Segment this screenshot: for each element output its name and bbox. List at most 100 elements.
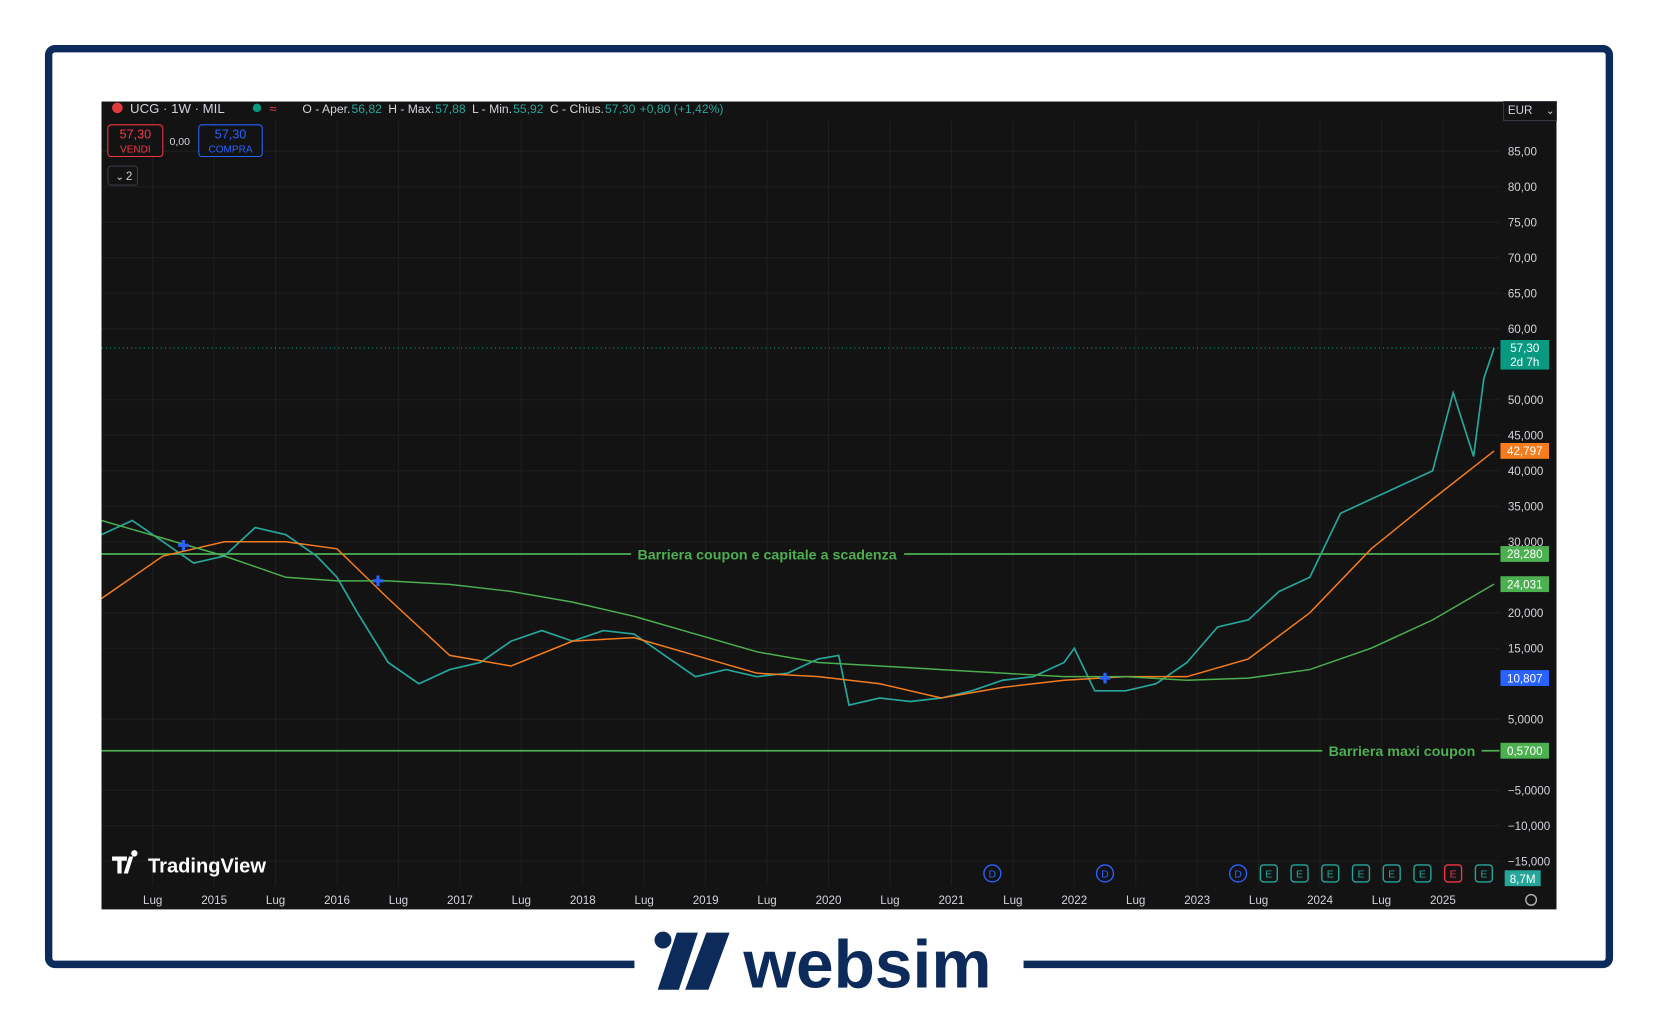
y-tick-label: 20,000: [1508, 607, 1544, 620]
cross-marker: [372, 575, 384, 587]
event-label: E: [1419, 869, 1426, 881]
event-label: E: [1480, 869, 1487, 881]
brand-dot: [654, 931, 672, 949]
buy-label[interactable]: COMPRA: [208, 144, 252, 155]
currency-caret[interactable]: ⌄: [1546, 105, 1555, 117]
x-tick-label: 2024: [1307, 894, 1333, 907]
price-line: [101, 519, 1495, 682]
y-tick-label: 40,000: [1508, 465, 1544, 478]
y-tick-label: 15,000: [1508, 643, 1544, 656]
event-badge: [1290, 864, 1309, 883]
cross-marker: [1099, 672, 1111, 684]
y-tick-label: −5,0000: [1508, 785, 1551, 798]
y-tick-label: 5,0000: [1508, 714, 1544, 727]
price-tag: [1500, 546, 1550, 562]
volume-tag: [1504, 870, 1541, 887]
x-tick-label: 2017: [447, 894, 473, 907]
price-tag-label: 28,280: [1507, 548, 1543, 561]
event-badge: [1382, 864, 1401, 883]
brand-mark: [657, 932, 730, 990]
y-tick-label: 60,00: [1508, 323, 1538, 336]
y-tick-label: 80,00: [1508, 181, 1538, 194]
logo-text: TradingView: [148, 855, 266, 877]
x-tick-label: 2018: [570, 894, 596, 907]
event-label: E: [1296, 869, 1303, 881]
x-tick-label: 2019: [693, 894, 719, 907]
event-badge: [1321, 864, 1340, 883]
indicators-count[interactable]: 2: [126, 170, 132, 183]
sell-button[interactable]: [107, 124, 164, 158]
x-tick-label: Lug: [1372, 894, 1391, 907]
price-tag: [1500, 670, 1550, 686]
price-tag: [1500, 339, 1550, 370]
ohlc: O - Aper.56,82 H - Max.57,88 L - Min.55,92…: [302, 102, 723, 116]
x-tick-label: Lug: [1126, 894, 1145, 907]
price-tag: [1500, 442, 1550, 459]
y-tick-label: 30,000: [1508, 536, 1544, 549]
event-label: E: [1450, 869, 1457, 881]
brand-text: websim: [742, 928, 991, 1003]
event-badge: [983, 864, 1002, 883]
ohlc-item: +0,80 (+1,42%): [640, 102, 724, 116]
indicators-caret[interactable]: ⌄: [115, 171, 124, 183]
indicators-toggle[interactable]: [107, 165, 138, 186]
event-badge: [1228, 864, 1248, 883]
symbol-icon: [112, 102, 123, 114]
y-tick-label: 70,00: [1508, 252, 1538, 265]
x-tick-label: Lug: [1249, 894, 1268, 907]
x-tick-label: Lug: [143, 894, 162, 907]
event-label: D: [1234, 869, 1242, 881]
x-tick-label: 2023: [1184, 894, 1210, 907]
currency-box[interactable]: [1503, 101, 1558, 122]
x-tick-label: Lug: [266, 894, 285, 907]
event-badge: [1474, 864, 1494, 883]
ohlc-item: 57,30: [605, 102, 636, 116]
grid: [101, 120, 1500, 887]
y-tick-label: 50,000: [1508, 394, 1544, 407]
x-tick-label: 2022: [1061, 894, 1087, 907]
x-tick-label: 2021: [938, 894, 964, 907]
price-tag-label: 0,5700: [1507, 745, 1543, 758]
buy-button[interactable]: [198, 124, 263, 158]
price-tag-label: 24,031: [1507, 578, 1543, 591]
ohlc-item: 57,88: [435, 102, 466, 116]
currency[interactable]: EUR: [1508, 104, 1533, 117]
ohlc-item: O - Aper.: [302, 102, 350, 116]
buy-price[interactable]: 57,30: [215, 128, 247, 142]
settings-icon[interactable]: [1525, 893, 1538, 906]
y-tick-label: −10,000: [1508, 820, 1551, 833]
x-tick-label: Lug: [757, 894, 776, 907]
ohlc-item: H - Max.: [388, 102, 434, 116]
spread: 0,00: [169, 136, 190, 148]
x-tick-label: Lug: [1003, 894, 1022, 907]
ohlc-item: C - Chius.: [550, 102, 604, 116]
event-badge: [1095, 864, 1115, 883]
x-tick-label: Lug: [635, 894, 654, 907]
barrier-label: Barriera maxi coupon: [1329, 744, 1476, 760]
y-tick-label: 35,000: [1508, 500, 1544, 513]
sell-price[interactable]: 57,30: [119, 128, 151, 142]
event-badge: [1259, 864, 1278, 883]
event-label: D: [989, 869, 997, 881]
plot: Barriera coupon e capitale a scadenza Bar…: [101, 347, 1500, 883]
x-tick-label: 2016: [324, 894, 350, 907]
barrier-label-bg: [631, 551, 905, 557]
event-label: E: [1265, 869, 1272, 881]
price-tag-label: 57,30: [1510, 342, 1540, 355]
price-tag: [1500, 742, 1550, 759]
ohlc-item: 56,82: [351, 102, 382, 116]
x-tick-label: Lug: [512, 894, 531, 907]
price-tag-label: 10,807: [1507, 672, 1543, 685]
price-tag: [1500, 576, 1550, 593]
sell-label[interactable]: VENDI: [120, 144, 151, 155]
cross-marker: [178, 540, 189, 551]
x-tick-label: 2015: [201, 894, 227, 907]
event-badge: [1351, 864, 1371, 883]
y-tick-label: 65,00: [1508, 287, 1538, 300]
price-line: [101, 450, 1495, 699]
x-tick-label: 2025: [1430, 894, 1456, 907]
event-badge: [1413, 864, 1432, 883]
barrier-label: Barriera coupon e capitale a scadenza: [637, 547, 897, 563]
symbol: UCG · 1W · MIL: [130, 101, 225, 116]
